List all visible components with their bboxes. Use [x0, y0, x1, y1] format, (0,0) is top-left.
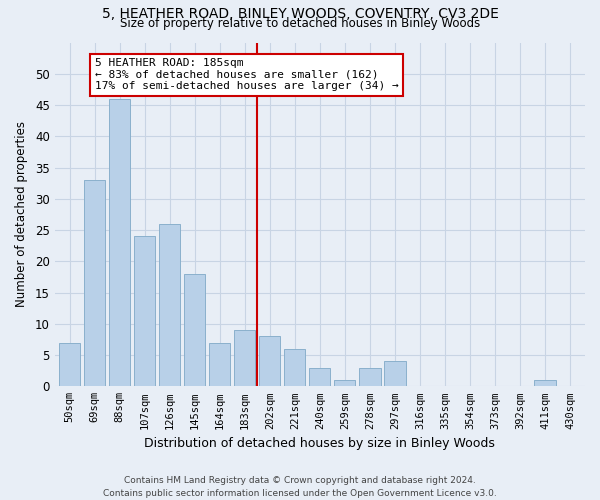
Text: Size of property relative to detached houses in Binley Woods: Size of property relative to detached ho… — [120, 18, 480, 30]
Bar — [384, 362, 406, 386]
Bar — [184, 274, 205, 386]
X-axis label: Distribution of detached houses by size in Binley Woods: Distribution of detached houses by size … — [145, 437, 495, 450]
Bar — [209, 342, 230, 386]
Bar — [259, 336, 280, 386]
Bar — [134, 236, 155, 386]
Text: 5 HEATHER ROAD: 185sqm
← 83% of detached houses are smaller (162)
17% of semi-de: 5 HEATHER ROAD: 185sqm ← 83% of detached… — [95, 58, 398, 92]
Bar — [334, 380, 355, 386]
Bar — [109, 99, 130, 386]
Text: Contains HM Land Registry data © Crown copyright and database right 2024.
Contai: Contains HM Land Registry data © Crown c… — [103, 476, 497, 498]
Text: 5, HEATHER ROAD, BINLEY WOODS, COVENTRY, CV3 2DE: 5, HEATHER ROAD, BINLEY WOODS, COVENTRY,… — [101, 8, 499, 22]
Y-axis label: Number of detached properties: Number of detached properties — [15, 122, 28, 308]
Bar — [284, 349, 305, 387]
Bar — [159, 224, 181, 386]
Bar — [535, 380, 556, 386]
Bar — [84, 180, 106, 386]
Bar — [309, 368, 331, 386]
Bar — [359, 368, 380, 386]
Bar — [234, 330, 256, 386]
Bar — [59, 342, 80, 386]
